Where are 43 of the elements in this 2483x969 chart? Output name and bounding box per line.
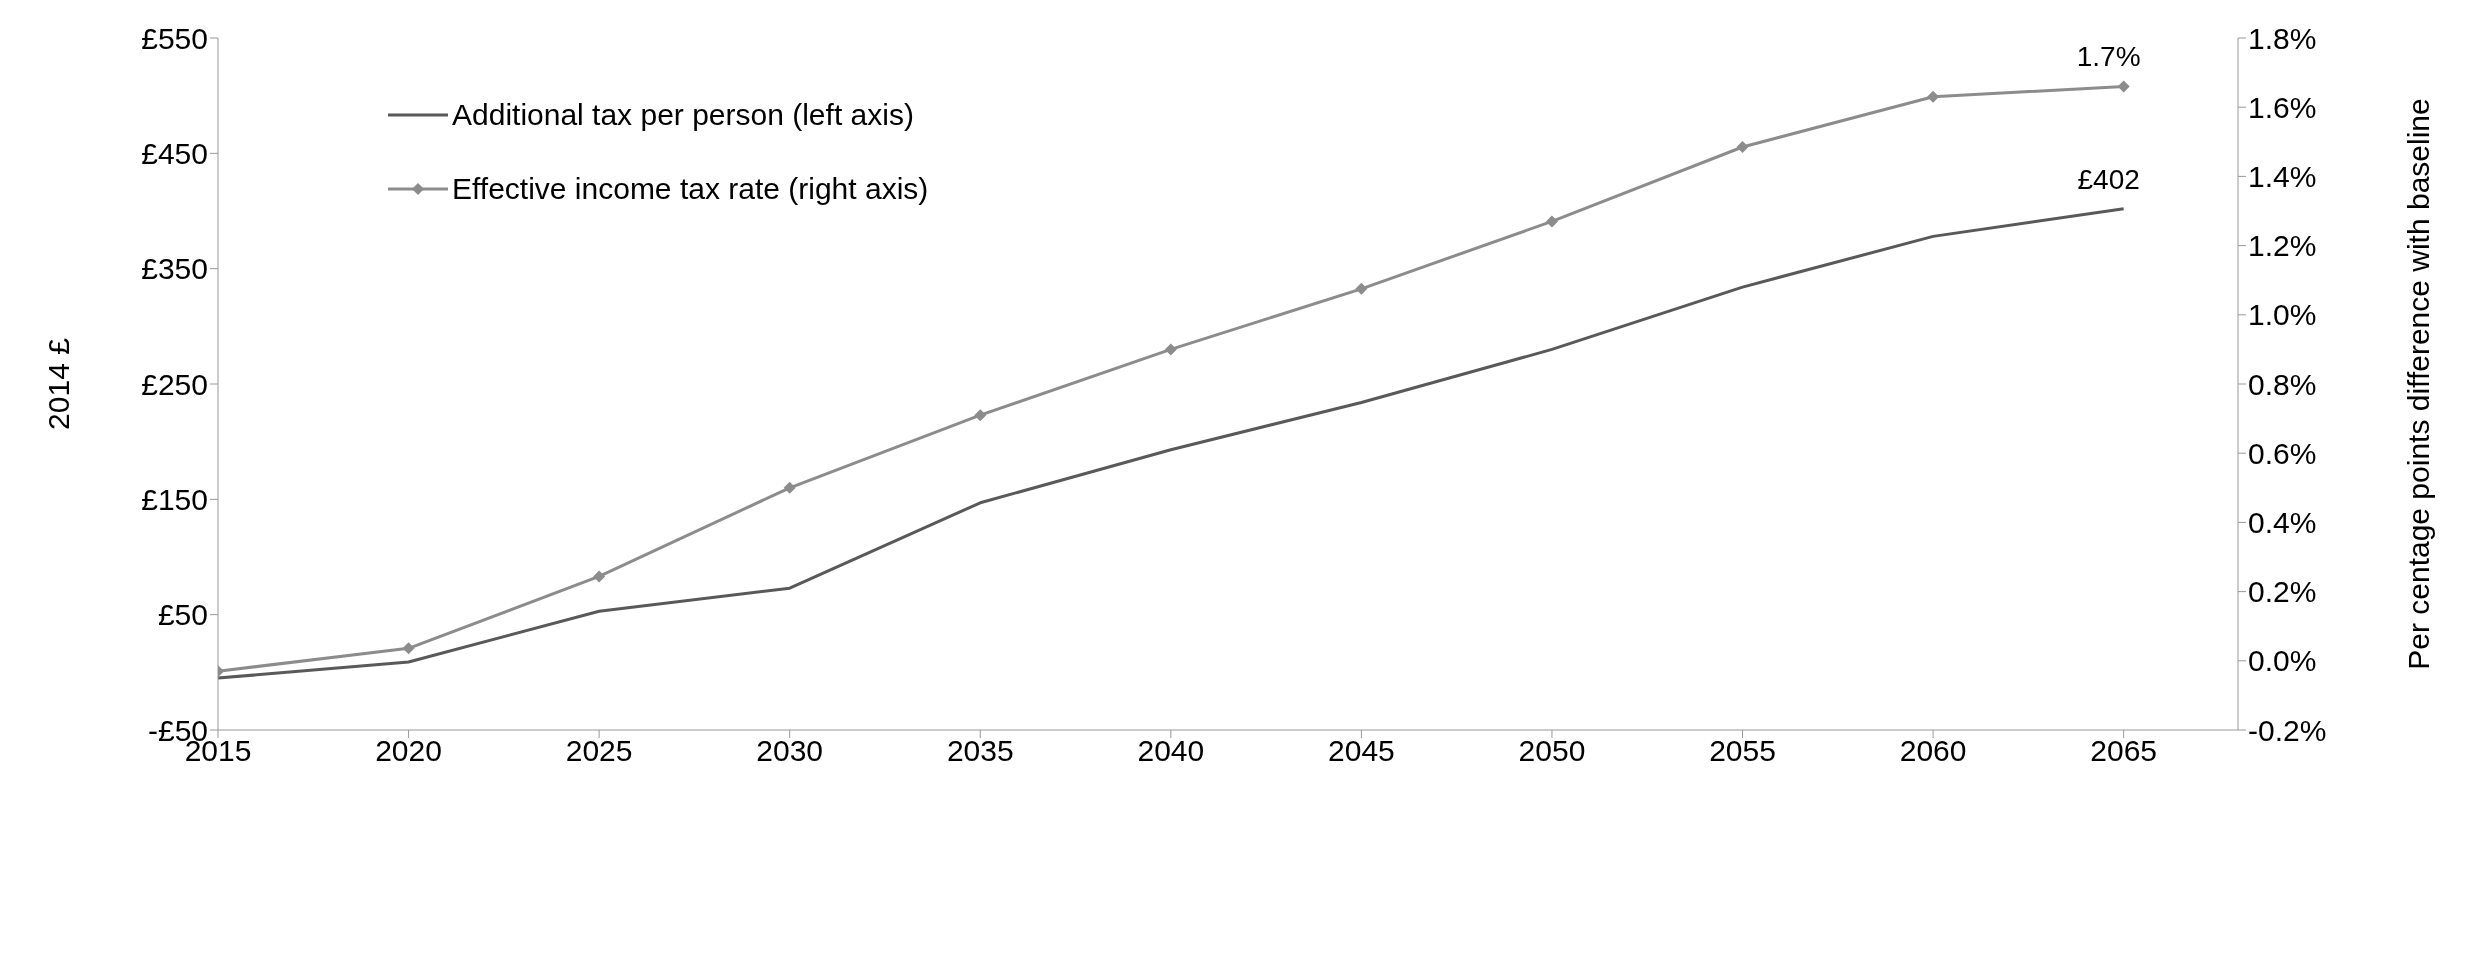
y-tick-label: £150: [141, 482, 208, 516]
x-tick-label: 2045: [1328, 734, 1395, 768]
y2-tick-label: 0.2%: [2248, 575, 2317, 609]
y2-tick-label: 0.8%: [2248, 367, 2317, 401]
x-tick-label: 2055: [1709, 734, 1776, 768]
y2-tick-label: 1.6%: [2248, 90, 2317, 124]
x-tick-label: 2025: [565, 734, 633, 768]
point: [593, 570, 606, 583]
legend-label: Effective income tax rate (right axis): [452, 172, 929, 206]
y-tick-label: £450: [141, 136, 208, 170]
x-tick-label: 2050: [1518, 734, 1586, 768]
point: [1355, 282, 1368, 295]
point: [2117, 80, 2130, 93]
point: [1736, 140, 1749, 153]
y2-tick-label: 1.8%: [2248, 21, 2317, 55]
y2-tick-label: 1.4%: [2248, 160, 2317, 194]
y-axis-title: 2014 £: [41, 337, 75, 430]
point: [1545, 215, 1558, 228]
y2-axis-title: Per centage points difference with baseline: [2401, 98, 2435, 670]
point: [974, 409, 987, 422]
y2-tick-label: 0.4%: [2248, 506, 2317, 540]
x-tick-label: 2065: [2090, 734, 2158, 768]
x-tick-label: 2030: [756, 734, 824, 768]
y-tick-label: £350: [141, 252, 208, 286]
x-tick-label: 2040: [1137, 734, 1205, 768]
y-tick-label: £550: [141, 21, 208, 55]
point: [783, 481, 796, 494]
point: [402, 642, 415, 655]
y2-tick-label: -0.2%: [2248, 713, 2327, 747]
data-label: 1.7%: [2076, 41, 2141, 73]
line-series: [218, 207, 2126, 680]
y2-tick-label: 1.0%: [2248, 298, 2317, 332]
y2-tick-label: 0.0%: [2248, 644, 2317, 678]
x-tick-label: 2060: [1899, 734, 1967, 768]
point: [1164, 343, 1177, 356]
y-tick-label: £50: [157, 598, 208, 632]
y2-tick-label: 0.6%: [2248, 436, 2317, 470]
legend-label: Additional tax per person (left axis): [452, 98, 914, 132]
y-tick-label: £250: [141, 367, 208, 401]
x-tick-label: 2020: [375, 734, 442, 768]
y2-tick-label: 1.2%: [2248, 229, 2317, 263]
data-label: £402: [2077, 163, 2140, 195]
x-tick-label: 2035: [946, 734, 1014, 768]
